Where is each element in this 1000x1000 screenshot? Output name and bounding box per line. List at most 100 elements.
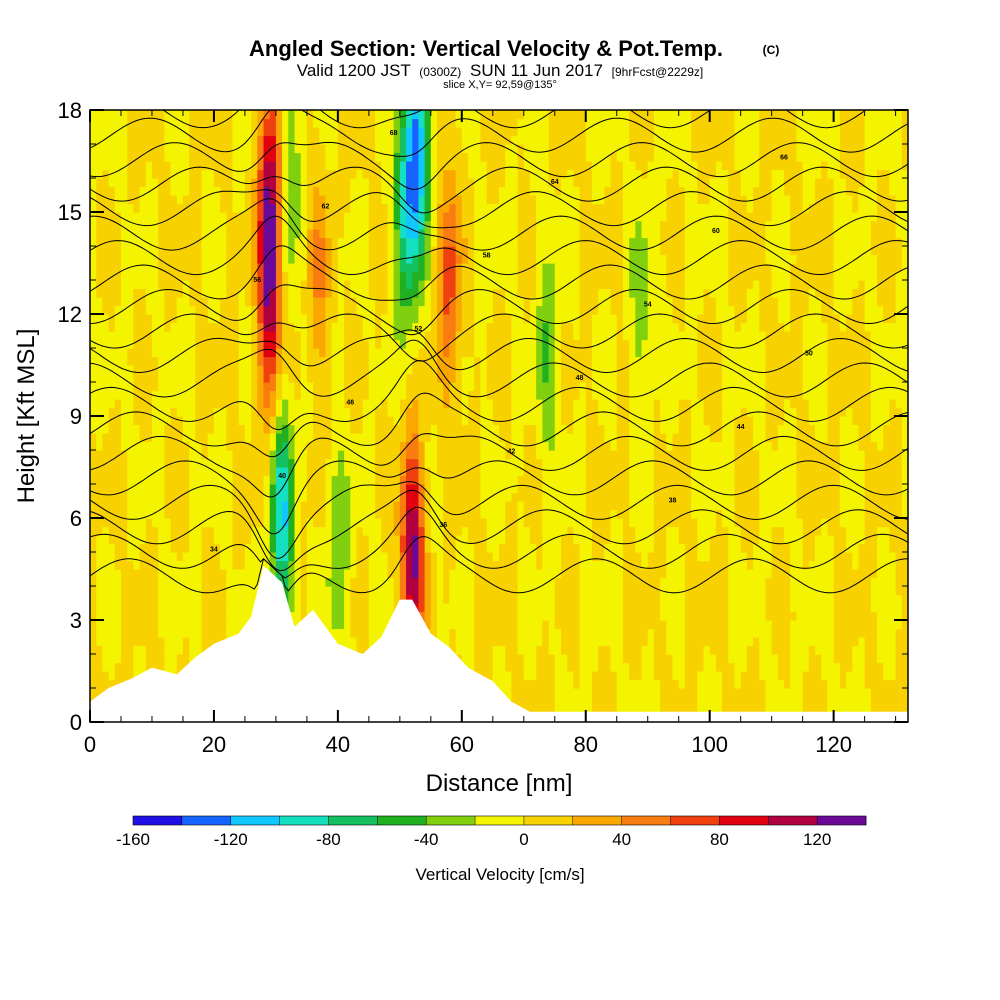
velocity-cell (158, 280, 165, 290)
velocity-cell (430, 399, 438, 409)
velocity-cell (393, 475, 401, 485)
velocity-cell (170, 271, 178, 281)
velocity-cell (492, 662, 500, 672)
velocity-cell (387, 382, 395, 392)
velocity-cell (170, 416, 178, 426)
velocity-cell (251, 263, 258, 273)
velocity-cell (226, 492, 234, 502)
velocity-cell (313, 356, 320, 366)
velocity-cell (238, 560, 246, 570)
velocity-cell (443, 611, 451, 621)
velocity-cell (139, 586, 147, 596)
velocity-cell (381, 416, 389, 426)
velocity-cell (331, 518, 339, 528)
velocity-cell (468, 577, 475, 587)
velocity-cell (480, 237, 488, 247)
velocity-cell (232, 135, 240, 145)
velocity-cell (511, 594, 519, 604)
velocity-cell (455, 416, 463, 426)
velocity-cell (158, 195, 165, 205)
velocity-cell (393, 152, 401, 162)
velocity-cell (505, 679, 512, 689)
velocity-cell (480, 203, 488, 213)
velocity-cell (461, 526, 469, 536)
velocity-cell (201, 424, 209, 434)
velocity-cell (164, 280, 172, 290)
velocity-cell (96, 399, 103, 409)
velocity-cell (90, 322, 97, 332)
velocity-cell (511, 611, 519, 621)
velocity-cell (282, 127, 289, 137)
velocity-cell (238, 611, 246, 621)
velocity-cell (120, 373, 128, 383)
velocity-cell (313, 169, 320, 179)
velocity-cell (195, 110, 203, 120)
velocity-cell (387, 450, 395, 460)
velocity-cell (108, 679, 116, 689)
velocity-cell (412, 135, 420, 145)
velocity-cell (356, 594, 364, 604)
velocity-cell (474, 263, 482, 273)
velocity-cell (412, 263, 420, 273)
velocity-cell (381, 611, 389, 621)
velocity-cell (207, 560, 215, 570)
velocity-cell (164, 399, 172, 409)
velocity-cell (213, 331, 221, 341)
velocity-cell (368, 390, 376, 400)
velocity-cell (356, 552, 364, 562)
velocity-cell (319, 399, 327, 409)
velocity-cell (195, 535, 203, 545)
velocity-cell (244, 518, 252, 528)
velocity-cell (120, 458, 128, 468)
velocity-cell (96, 254, 103, 264)
velocity-cell (232, 220, 240, 230)
velocity-cell (195, 628, 203, 638)
velocity-cell (437, 339, 444, 349)
velocity-cell (90, 654, 97, 664)
velocity-cell (511, 662, 519, 672)
velocity-cell (114, 535, 122, 545)
velocity-cell (282, 118, 289, 128)
velocity-cell (282, 399, 289, 409)
velocity-cell (145, 433, 153, 443)
velocity-cell (492, 220, 500, 230)
velocity-cell (201, 577, 209, 587)
velocity-cell (455, 594, 463, 604)
velocity-cell (238, 263, 246, 273)
velocity-cell (226, 620, 234, 630)
velocity-cell (282, 560, 289, 570)
velocity-cell (108, 620, 116, 630)
velocity-cell (182, 560, 190, 570)
velocity-cell (158, 348, 165, 358)
velocity-cell (269, 135, 277, 145)
velocity-cell (443, 594, 451, 604)
velocity-cell (368, 543, 376, 553)
velocity-cell (306, 280, 314, 290)
velocity-cell (120, 637, 128, 647)
velocity-cell (430, 144, 438, 154)
velocity-cell (449, 271, 457, 281)
velocity-cell (96, 569, 103, 579)
velocity-cell (108, 280, 116, 290)
velocity-cell (232, 144, 240, 154)
velocity-cell (220, 492, 227, 502)
velocity-cell (133, 203, 141, 213)
velocity-cell (474, 569, 482, 579)
velocity-cell (443, 620, 451, 630)
velocity-cell (350, 356, 358, 366)
velocity-cell (350, 399, 358, 409)
velocity-cell (337, 450, 345, 460)
velocity-cell (350, 110, 358, 120)
velocity-cell (164, 645, 172, 655)
velocity-cell (344, 603, 351, 613)
velocity-cell (356, 611, 364, 621)
velocity-cell (207, 484, 215, 494)
velocity-cell (213, 620, 221, 630)
velocity-cell (375, 458, 382, 468)
velocity-cell (331, 161, 339, 171)
velocity-cell (350, 569, 358, 579)
velocity-cell (189, 535, 196, 545)
velocity-cell (102, 348, 110, 358)
velocity-cell (319, 552, 327, 562)
velocity-cell (213, 314, 221, 324)
